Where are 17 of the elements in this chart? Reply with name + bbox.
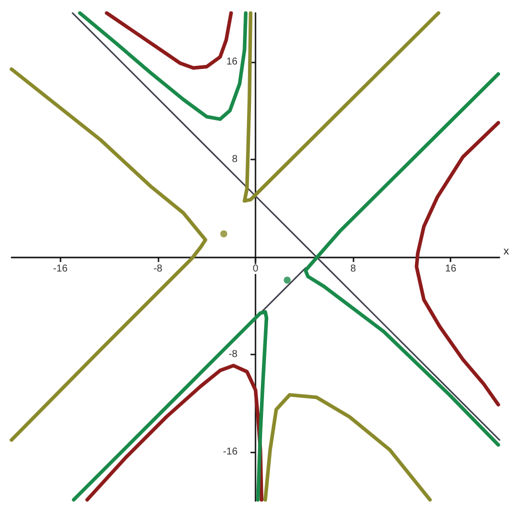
x-tick-label: 16: [445, 264, 457, 274]
y-tick-label: 8: [232, 154, 238, 165]
line-series: [10, 67, 208, 442]
x-tick-label: 0: [252, 264, 259, 274]
line-series: [78, 11, 248, 121]
line-series: [304, 72, 500, 447]
line-series: [414, 121, 500, 406]
line-series: [263, 393, 432, 502]
x-axis-title: x: [504, 246, 510, 258]
line-series: [242, 11, 440, 203]
line-series: [72, 310, 268, 502]
x-tick-label: 8: [350, 264, 356, 274]
y-tick-label: -16: [223, 446, 238, 458]
y-tick-label: -8: [228, 349, 238, 360]
x-tick-label: -16: [53, 264, 68, 274]
x-tick-label: -8: [153, 264, 163, 274]
y-tick-label: 16: [226, 56, 238, 68]
